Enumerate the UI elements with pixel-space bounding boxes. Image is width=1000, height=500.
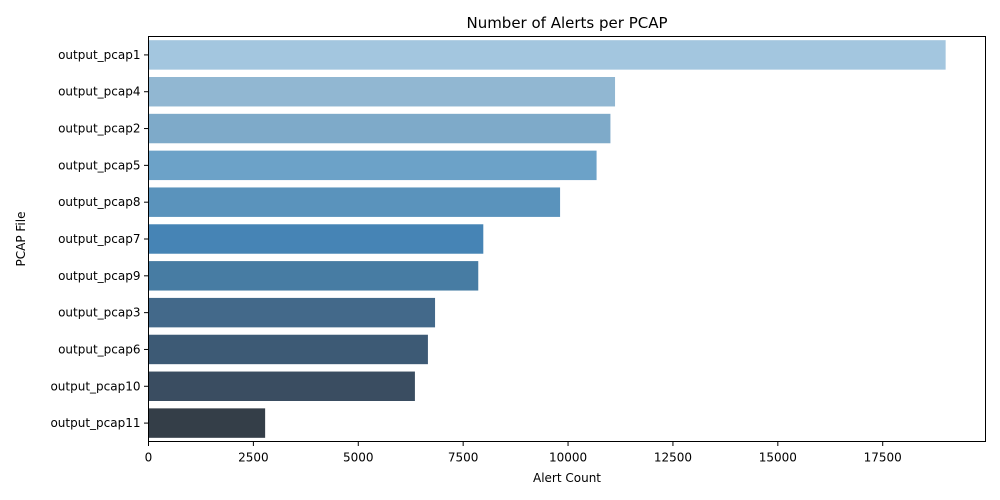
y-tick-label: output_pcap3 — [58, 306, 140, 320]
bar-output_pcap4 — [148, 77, 616, 107]
x-tick-label: 15000 — [759, 451, 797, 465]
bar-output_pcap11 — [148, 408, 266, 438]
bars-group — [148, 40, 946, 438]
y-tick-label: output_pcap4 — [58, 85, 140, 99]
plot-frame — [148, 36, 986, 442]
bar-output_pcap7 — [148, 224, 484, 254]
y-tick-label: output_pcap10 — [50, 379, 140, 393]
x-axis-label: Alert Count — [533, 471, 601, 485]
x-tick-label: 7500 — [448, 451, 479, 465]
bar-output_pcap5 — [148, 150, 597, 181]
y-axis-ticks: output_pcap1 output_pcap4 output_pcap2outp… — [50, 48, 149, 430]
bar-output_pcap9 — [148, 261, 479, 291]
y-tick-label: output_pcap9 — [58, 269, 140, 283]
y-tick-label: output_pcap5 — [58, 158, 140, 172]
y-tick-label: output_pcap11 — [50, 416, 140, 430]
x-tick-label: 17500 — [864, 451, 902, 465]
y-axis-label: PCAP File — [14, 212, 28, 267]
bar-output_pcap3 — [148, 297, 436, 328]
y-tick-label: output_pcap6 — [58, 342, 140, 356]
x-tick-label: 0 — [145, 451, 153, 465]
bar-output_pcap6 — [148, 334, 428, 365]
y-tick-label: output_pcap2 — [58, 122, 140, 136]
bar-output_pcap8 — [148, 187, 561, 217]
bar-output_pcap1 — [148, 40, 946, 70]
bar-output_pcap2 — [148, 113, 611, 144]
chart-title: Number of Alerts per PCAP — [466, 14, 667, 32]
y-tick-label: output_pcap8 — [58, 195, 140, 209]
y-tick-label: output_pcap7 — [58, 232, 140, 246]
bar-output_pcap10 — [148, 371, 415, 401]
x-axis-ticks: 0 2500 5000 7500 10000 12500 15000 17500 — [145, 441, 902, 465]
x-tick-label: 5000 — [343, 451, 374, 465]
x-tick-label: 12500 — [654, 451, 692, 465]
x-tick-label: 10000 — [549, 451, 587, 465]
x-tick-label: 2500 — [238, 451, 269, 465]
y-tick-label: output_pcap1 — [58, 48, 140, 62]
